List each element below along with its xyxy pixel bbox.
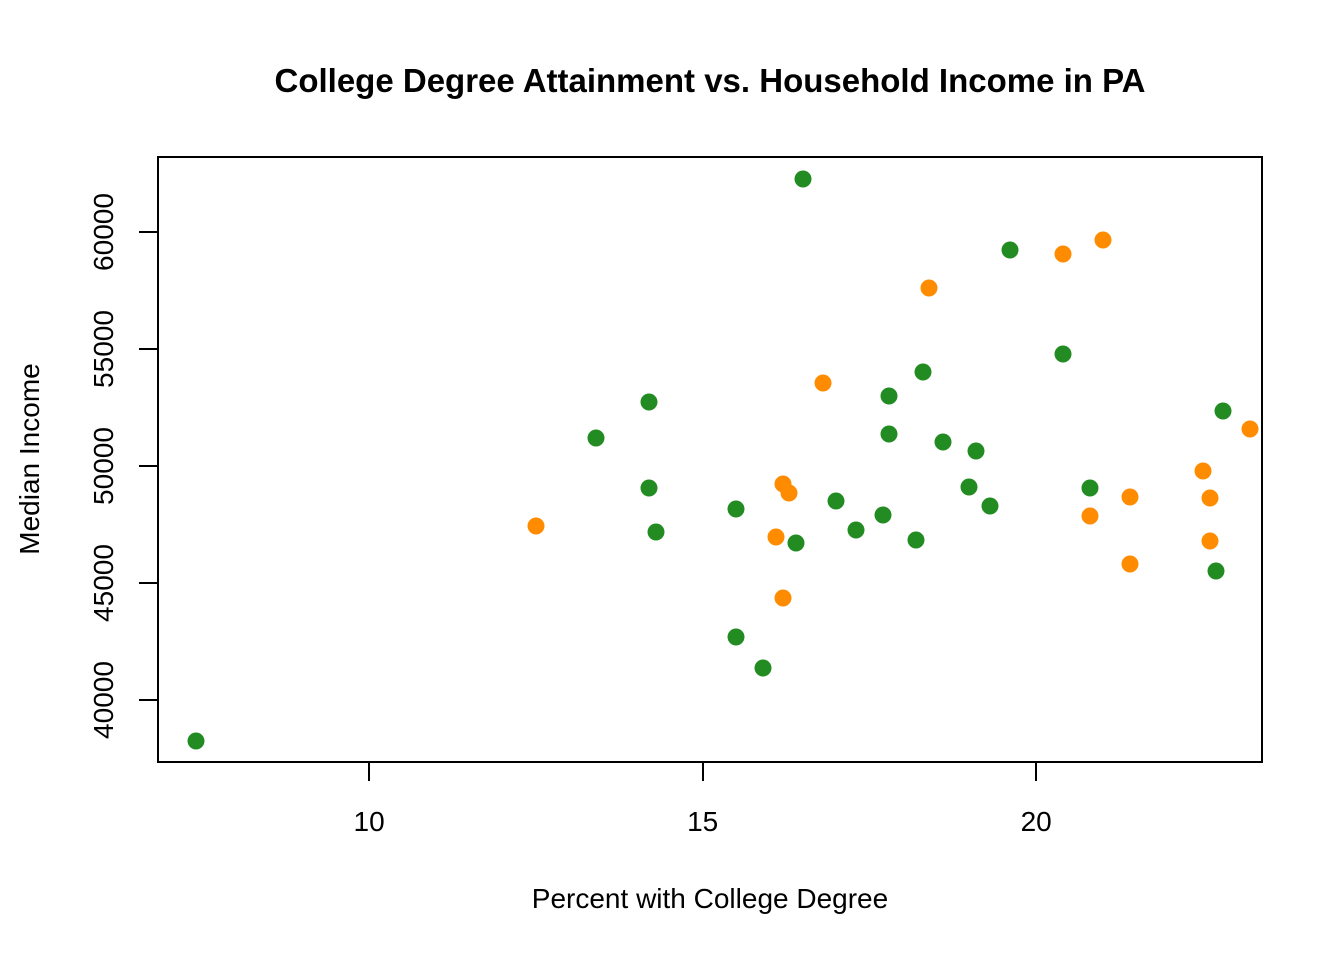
data-point-green — [640, 479, 658, 497]
data-point-green — [827, 492, 845, 510]
x-axis-tick-label: 15 — [687, 806, 719, 837]
data-point-green — [1054, 345, 1072, 363]
data-point-green — [727, 500, 745, 518]
data-point-green — [914, 363, 932, 381]
data-point-orange — [767, 528, 785, 546]
data-point-green — [960, 478, 978, 496]
data-point-orange — [1054, 245, 1072, 263]
data-point-green — [647, 523, 665, 541]
data-point-orange — [527, 517, 545, 535]
y-axis-title: Median Income — [14, 363, 45, 555]
data-point-green — [874, 506, 892, 524]
data-point-orange — [1194, 462, 1212, 480]
data-point-green — [981, 497, 998, 515]
data-point-green — [754, 659, 772, 677]
data-point-green — [587, 429, 605, 447]
data-point-green — [907, 531, 925, 549]
data-point-green — [640, 393, 658, 411]
x-axis-tick-mark — [1035, 763, 1038, 781]
data-point-green — [1001, 241, 1018, 259]
data-point-orange — [920, 279, 938, 297]
data-point-green — [794, 170, 812, 188]
data-point-green — [967, 442, 985, 460]
y-axis-tick-mark — [139, 465, 157, 468]
data-point-green — [1214, 402, 1232, 420]
data-point-green — [1081, 479, 1099, 497]
x-axis-title: Percent with College Degree — [531, 883, 889, 914]
data-point-orange — [1201, 532, 1219, 550]
data-point-green — [880, 425, 898, 443]
data-point-green — [727, 628, 745, 646]
data-point-orange — [1121, 555, 1139, 573]
y-axis-tick-mark — [139, 582, 157, 585]
x-axis-tick-mark — [701, 763, 704, 781]
chart-title: College Degree Attainment vs. Household … — [274, 62, 1146, 99]
data-point-green — [934, 433, 952, 451]
x-axis-tick-mark — [368, 763, 371, 781]
y-axis-tick-label: 40000 — [88, 661, 119, 740]
data-point-orange — [814, 374, 832, 392]
x-axis-tick-label: 20 — [1020, 806, 1052, 837]
data-point-green — [847, 521, 865, 539]
data-point-green — [187, 732, 205, 749]
data-point-orange — [1094, 231, 1112, 249]
data-point-orange — [1081, 507, 1099, 525]
y-axis-tick-label: 50000 — [88, 427, 119, 505]
y-axis-tick-label: 55000 — [88, 309, 119, 388]
y-axis-tick-label: 60000 — [88, 192, 119, 271]
data-point-orange — [1241, 420, 1259, 438]
y-axis-tick-mark — [139, 699, 157, 702]
data-point-orange — [1201, 489, 1219, 507]
data-point-green — [880, 387, 898, 405]
data-point-green — [787, 534, 805, 552]
x-axis-tick-label: 10 — [353, 806, 385, 837]
data-point-orange — [780, 484, 798, 502]
plot-area — [157, 156, 1263, 763]
data-point-green — [1207, 562, 1225, 580]
data-point-orange — [774, 589, 792, 607]
y-axis-tick-mark — [139, 347, 157, 350]
y-axis-tick-mark — [139, 230, 157, 233]
y-axis-tick-label: 45000 — [88, 544, 119, 623]
data-point-orange — [1121, 488, 1139, 506]
